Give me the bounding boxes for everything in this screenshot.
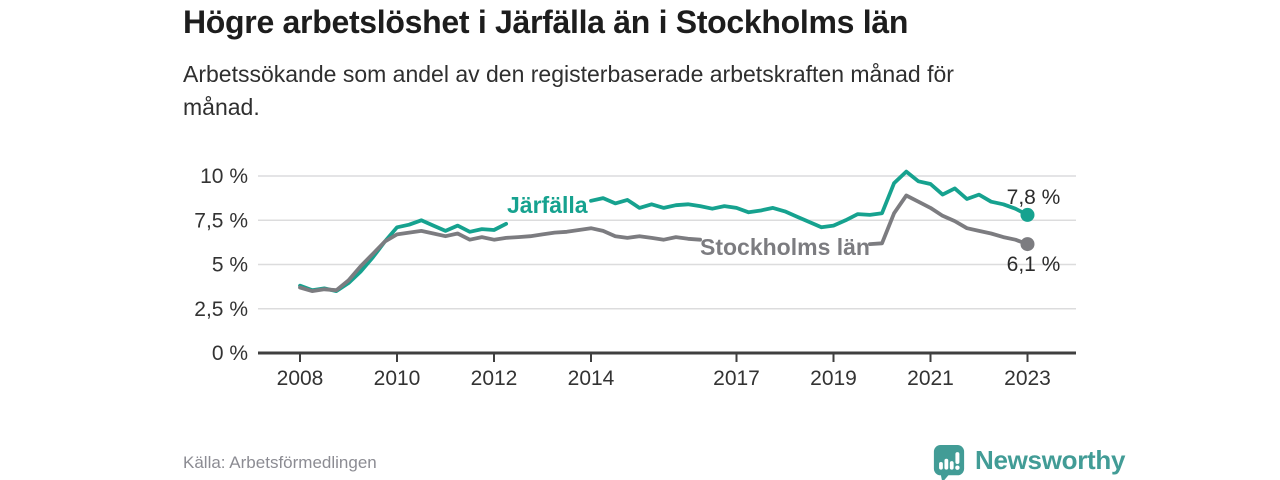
x-tick-label: 2010 xyxy=(374,367,421,390)
series-line-j-rf-lla xyxy=(589,169,1030,230)
series-line-j-rf-lla xyxy=(298,218,508,293)
x-tick-label: 2008 xyxy=(277,367,324,390)
series-inline-label: Järfälla xyxy=(507,192,588,218)
y-tick-label: 7,5 % xyxy=(194,209,248,232)
series-end-value-label: 7,8 % xyxy=(1007,186,1061,209)
bar-chart-speech-bubble-icon xyxy=(933,445,965,480)
page-title: Högre arbetslöshet i Järfälla än i Stock… xyxy=(183,4,909,40)
series-inline-label: Stockholms län xyxy=(700,234,870,260)
source-note: Källa: Arbetsförmedlingen xyxy=(183,453,377,472)
x-tick-label: 2021 xyxy=(907,367,954,390)
x-tick-label: 2023 xyxy=(1004,367,1051,390)
y-tick-label: 10 % xyxy=(200,165,248,188)
brand-wordmark: Newsworthy xyxy=(975,445,1126,475)
brand-logo-link[interactable]: Newsworthy xyxy=(932,443,1125,480)
y-tick-label: 5 % xyxy=(212,254,248,277)
chart-subtitle: Arbetssökande som andel av den registerb… xyxy=(183,61,954,120)
y-tick-label: 2,5 % xyxy=(194,298,248,321)
series-end-dot xyxy=(1020,237,1035,252)
series-line-stockholms-l-n xyxy=(868,193,1030,246)
y-tick-label: 0 % xyxy=(212,342,248,365)
x-tick-label: 2014 xyxy=(568,367,615,390)
series-end-value-label: 6,1 % xyxy=(1007,253,1061,276)
x-tick-label: 2017 xyxy=(713,367,760,390)
x-tick-label: 2019 xyxy=(810,367,857,390)
series-end-dot xyxy=(1020,207,1035,222)
series-line-stockholms-l-n xyxy=(298,226,702,293)
x-tick-label: 2012 xyxy=(471,367,518,390)
